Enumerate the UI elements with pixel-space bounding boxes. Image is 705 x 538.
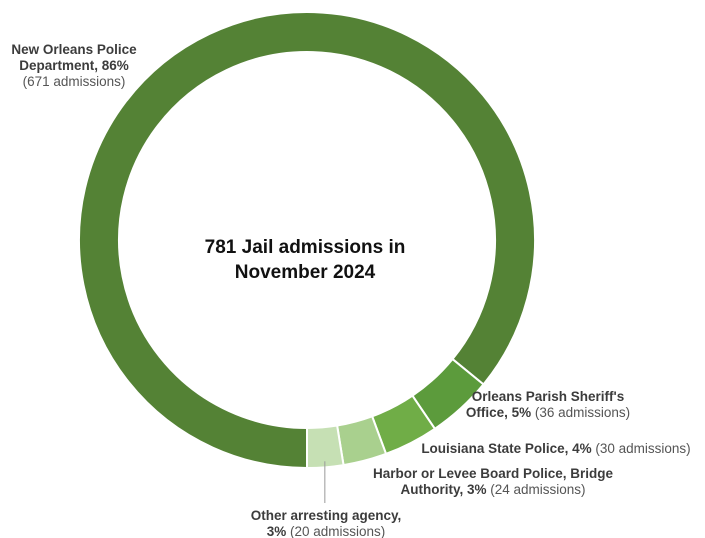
slice-label-2-line-2-part-2: (36 admissions) [531, 405, 630, 420]
slice-label-5-line-2-part-1: 3% [267, 524, 287, 538]
slice-label-2-line-1: Orleans Parish Sheriff's [472, 389, 625, 404]
slice-label-3-line-1: Louisiana State Police, 4% (30 admission… [421, 441, 690, 456]
slice-label-4-line-2-part-2: (24 admissions) [486, 482, 585, 497]
slice-label-2-line-2-part-1: Office, 5% [466, 405, 531, 420]
chart-title-line-2: November 2024 [235, 262, 376, 283]
slice-label-3-line-1-part-2: (30 admissions) [592, 441, 691, 456]
slice-label-1-line-2-part-1: Department, 86% [19, 58, 129, 73]
slice-label-3-line-1-part-1: Louisiana State Police, 4% [421, 441, 591, 456]
slice-label-5-line-2: 3% (20 admissions) [267, 524, 386, 538]
slice-label-1-line-2: Department, 86% [19, 58, 129, 73]
slice-label-1-line-3: (671 admissions) [23, 74, 126, 89]
slice-label-2-line-1-part-1: Orleans Parish Sheriff's [472, 389, 625, 404]
slice-label-4-line-2-part-1: Authority, 3% [400, 482, 486, 497]
chart-title-line-1: 781 Jail admissions in [205, 237, 406, 258]
donut-slice-5 [306, 424, 345, 470]
slice-label-1-line-3-part-1: (671 admissions) [23, 74, 126, 89]
slice-label-2-line-2: Office, 5% (36 admissions) [466, 405, 630, 420]
slice-label-4-line-1: Harbor or Levee Board Police, Bridge [373, 466, 614, 481]
donut-slices [78, 11, 536, 470]
donut-slice-1 [78, 11, 536, 470]
slice-label-5-line-1-part-1: Other arresting agency, [251, 508, 402, 523]
slice-label-5-line-2-part-2: (20 admissions) [286, 524, 385, 538]
slice-label-4-line-1-part-1: Harbor or Levee Board Police, Bridge [373, 466, 614, 481]
slice-label-1-line-1-part-1: New Orleans Police [11, 42, 137, 57]
slice-label-5-line-1: Other arresting agency, [251, 508, 402, 523]
slice-label-1-line-1: New Orleans Police [11, 42, 137, 57]
slice-label-4-line-2: Authority, 3% (24 admissions) [400, 482, 585, 497]
